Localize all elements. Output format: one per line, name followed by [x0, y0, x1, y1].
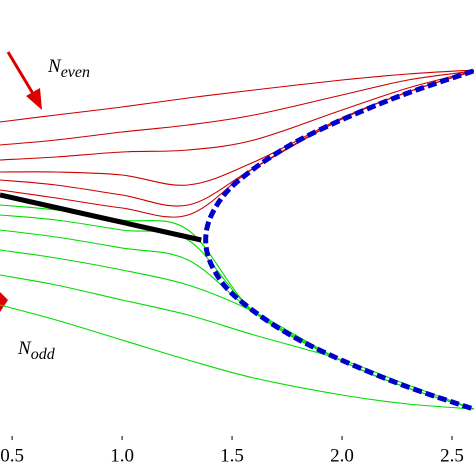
annotation: Nodd [17, 338, 56, 362]
x-tick-label: 1.5 [220, 445, 244, 466]
curve [0, 192, 202, 243]
x-tick-label: 0.5 [0, 445, 24, 466]
curve [0, 229, 474, 410]
curve [0, 70, 474, 218]
curve [0, 214, 474, 410]
x-tick-label: 2.0 [330, 445, 354, 466]
annotation-sub: even [61, 64, 90, 81]
arrow-head [26, 88, 42, 110]
curve [0, 70, 474, 146]
annotation-sub: odd [31, 346, 56, 363]
curve [203, 68, 474, 412]
annotation-main: N [17, 338, 32, 359]
annotation-main: N [47, 56, 62, 77]
annotation: Neven [47, 56, 90, 80]
curve [0, 304, 474, 410]
x-tick-label: 1.0 [110, 445, 134, 466]
x-tick-label: 2.5 [440, 445, 464, 466]
curve [0, 204, 474, 410]
curve [0, 70, 474, 161]
curve [0, 69, 474, 123]
arrow-head [0, 292, 8, 312]
curve [0, 70, 474, 186]
